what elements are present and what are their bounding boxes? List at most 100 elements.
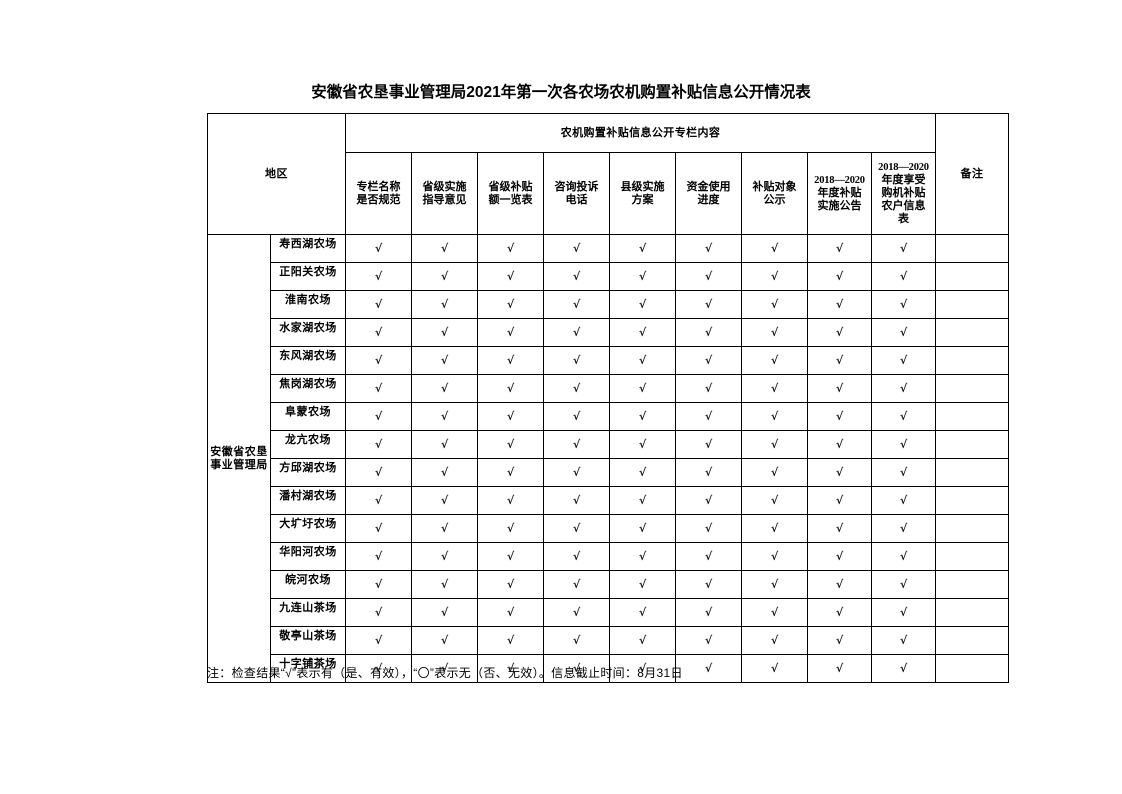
status-cell-col-2: √ [411, 598, 478, 627]
farm-name-cell: 九连山茶场 [270, 598, 346, 627]
status-cell-col-9: √ [870, 234, 937, 263]
status-cell-col-2: √ [411, 402, 478, 431]
header-col-line: 农户信息 [881, 200, 926, 212]
header-col-line: 年度补贴 [817, 187, 862, 199]
status-cell-col-1: √ [345, 626, 412, 655]
status-cell-col-4: √ [543, 542, 610, 571]
header-col-5: 县级实施 方案 [609, 152, 676, 235]
table-row: 华阳河农场 √ √ √ √ √ √ √ √ √ [208, 542, 1010, 571]
status-cell-col-6: √ [675, 262, 742, 291]
status-cell-col-7: √ [741, 430, 808, 459]
table-row: 皖河农场 √ √ √ √ √ √ √ √ √ [208, 570, 1010, 599]
farm-name-cell: 华阳河农场 [270, 542, 346, 571]
status-cell-col-4: √ [543, 570, 610, 599]
status-cell-col-3: √ [477, 234, 544, 263]
remark-cell [935, 346, 1010, 375]
status-cell-col-7: √ [741, 374, 808, 403]
farm-name-label: 十字铺茶场 [279, 658, 337, 670]
status-cell-col-8: √ [807, 486, 872, 515]
remark-cell [935, 234, 1010, 263]
status-cell-col-9: √ [870, 346, 937, 375]
status-cell-col-9: √ [870, 598, 937, 627]
status-cell-col-6: √ [675, 290, 742, 319]
status-cell-col-8: √ [807, 290, 872, 319]
farm-name-cell: 阜蒙农场 [270, 402, 346, 431]
status-cell-col-5: √ [609, 262, 676, 291]
farm-name-label: 寿西湖农场 [279, 238, 337, 250]
status-cell-col-8: √ [807, 430, 872, 459]
status-cell-col-5: √ [609, 514, 676, 543]
status-cell-col-1: √ [345, 318, 412, 347]
status-cell-col-1: √ [345, 346, 412, 375]
status-cell-col-7: √ [741, 654, 808, 683]
header-col-9: 2018—2020 年度享受 购机补贴 农户信息表 [870, 152, 937, 235]
status-cell-col-2: √ [411, 346, 478, 375]
status-cell-col-5: √ [609, 542, 676, 571]
status-cell-col-2: √ [411, 234, 478, 263]
status-cell-col-4: √ [543, 430, 610, 459]
status-cell-col-8: √ [807, 654, 872, 683]
remark-cell [935, 654, 1010, 683]
status-cell-col-3: √ [477, 626, 544, 655]
status-cell-col-8: √ [807, 626, 872, 655]
status-cell-col-3: √ [477, 598, 544, 627]
farm-name-cell: 正阳关农场 [270, 262, 346, 291]
table-head: 地区 农机购置补贴信息公开专栏内容 备注 专栏名称 是否规范 省级实施 指导意见 省级补… [207, 113, 1010, 235]
status-cell-col-8: √ [807, 570, 872, 599]
status-cell-col-4: √ [543, 486, 610, 515]
farm-name-cell: 寿西湖农场 [270, 234, 346, 263]
status-cell-col-2: √ [411, 430, 478, 459]
page-title: 安徽省农垦事业管理局2021年第一次各农场农机购置补贴信息公开情况表 [311, 84, 811, 101]
status-cell-col-6: √ [675, 542, 742, 571]
status-cell-col-3: √ [477, 430, 544, 459]
status-cell-col-4: √ [543, 654, 610, 683]
farm-name-label: 华阳河农场 [279, 546, 337, 558]
status-cell-col-9: √ [870, 570, 937, 599]
status-cell-col-9: √ [870, 514, 937, 543]
status-cell-col-8: √ [807, 542, 872, 571]
header-col-line: 指导意见 [422, 193, 467, 206]
table-row: 阜蒙农场 √ √ √ √ √ √ √ √ √ [208, 402, 1010, 431]
farm-name-label: 皖河农场 [285, 574, 331, 586]
status-cell-col-7: √ [741, 402, 808, 431]
status-cell-col-9: √ [870, 402, 937, 431]
status-cell-col-8: √ [807, 598, 872, 627]
header-col-line: 补贴对象 [752, 180, 797, 193]
header-col-line: 额一览表 [488, 193, 533, 206]
status-cell-col-4: √ [543, 598, 610, 627]
table-row: 十字铺茶场 √ √ √ √ √ √ √ √ √ [208, 654, 1010, 683]
status-cell-col-1: √ [345, 514, 412, 543]
status-cell-col-2: √ [411, 654, 478, 683]
header-col-line: 县级实施 [620, 180, 665, 193]
header-remark: 备注 [935, 113, 1010, 235]
remark-cell [935, 430, 1010, 459]
header-region: 地区 [207, 113, 346, 235]
status-cell-col-1: √ [345, 374, 412, 403]
status-cell-col-5: √ [609, 486, 676, 515]
status-cell-col-5: √ [609, 458, 676, 487]
status-cell-col-2: √ [411, 626, 478, 655]
header-row-group: 地区 农机购置补贴信息公开专栏内容 备注 [207, 113, 1010, 235]
status-cell-col-7: √ [741, 262, 808, 291]
remark-cell [935, 262, 1010, 291]
status-cell-col-9: √ [870, 654, 937, 683]
farm-name-label: 阜蒙农场 [285, 406, 331, 418]
remark-cell [935, 486, 1010, 515]
status-cell-col-7: √ [741, 318, 808, 347]
status-cell-col-4: √ [543, 234, 610, 263]
header-row-columns: 专栏名称 是否规范 省级实施 指导意见 省级补贴 额一览表 咨询投诉 电话 县级实施 方案 资金使用… [208, 152, 1009, 235]
header-col-8: 2018—2020 年度补贴 实施公告 [807, 152, 872, 235]
status-cell-col-7: √ [741, 598, 808, 627]
table-row: 龙亢农场 √ √ √ √ √ √ √ √ √ [208, 430, 1010, 459]
status-cell-col-8: √ [807, 402, 872, 431]
table-row: 潘村湖农场 √ √ √ √ √ √ √ √ √ [208, 486, 1010, 515]
status-cell-col-6: √ [675, 514, 742, 543]
header-column-group: 农机购置补贴信息公开专栏内容 [344, 113, 937, 153]
status-cell-col-4: √ [543, 402, 610, 431]
remark-cell [935, 542, 1010, 571]
farm-name-cell: 敬亭山茶场 [270, 626, 346, 655]
status-cell-col-6: √ [675, 654, 742, 683]
status-cell-col-5: √ [609, 626, 676, 655]
status-cell-col-3: √ [477, 346, 544, 375]
status-cell-col-9: √ [870, 290, 937, 319]
